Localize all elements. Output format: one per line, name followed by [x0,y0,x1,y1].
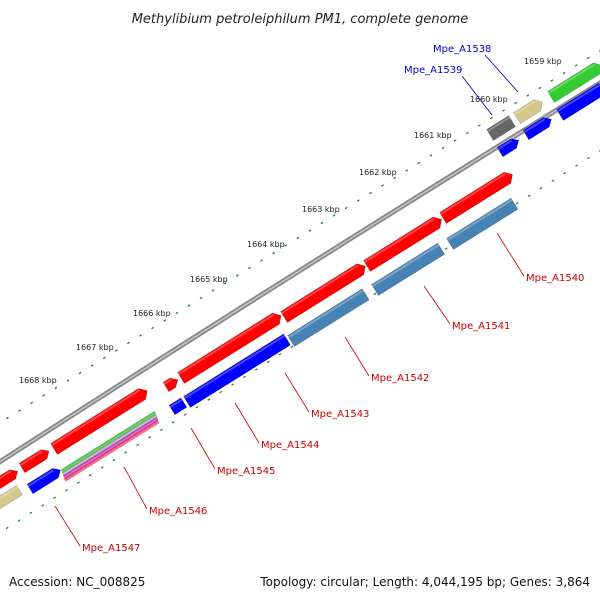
gene-feature-mpe-a1540-lower[interactable] [446,197,519,250]
gene-feature-multicolor-pink[interactable] [63,419,160,482]
gene-feature-mpe-a1542-lower[interactable] [287,288,370,347]
connector-layer [54,54,525,547]
gene-feature-mpe-a1538[interactable] [513,99,543,124]
label-connector-line [123,466,148,510]
kbp-label: 1666 kbp [133,309,171,318]
gene-feature-mpe-a1539[interactable] [486,115,516,141]
gene-label-mpe-a1539[interactable]: Mpe_A1539 [404,65,462,76]
gene-feature-mpe-a1545[interactable] [50,388,148,455]
gene-feature-mpe-a1540[interactable] [439,171,513,224]
gene-label-mpe-a1542[interactable]: Mpe_A1542 [371,373,429,384]
gene-label-mpe-a1547[interactable]: Mpe_A1547 [82,543,140,554]
label-connector-line [284,372,310,413]
label-connector-line [461,75,493,116]
kbp-label: 1665 kbp [190,275,228,284]
label-connector-line [484,54,519,93]
gene-feature-mpe-a1546-upper[interactable] [18,449,50,474]
gene-feature-multicolor-green[interactable] [60,410,157,473]
label-connector-line [344,336,370,377]
kbp-label: 1663 kbp [302,205,340,214]
gene-feature-multicolor-gray[interactable] [61,413,158,476]
kbp-label: 1662 kbp [359,168,397,177]
label-connector-line [234,402,260,444]
gene-feature-mpe-a1543-lower[interactable] [183,333,291,408]
feature-layer [0,62,600,510]
gene-label-mpe-a1544[interactable]: Mpe_A1544 [261,440,319,451]
gene-feature-mpe-a1547[interactable] [0,469,19,491]
gene-feature-mpe-a1542[interactable] [280,263,366,323]
gene-feature-multicolor-magenta[interactable] [62,416,159,479]
gene-label-mpe-a1545[interactable]: Mpe_A1545 [217,466,275,477]
gene-label-mpe-a1540[interactable]: Mpe_A1540 [526,273,584,284]
accession-text: Accession: NC_008825 [9,575,145,589]
gene-feature-mpe-a1543[interactable] [177,312,282,384]
label-connector-line [423,285,451,325]
kbp-label: 1667 kbp [76,343,114,352]
genome-backbone-inner [0,82,600,463]
gene-feature-top-blue[interactable] [556,82,600,121]
gene-feature-mpe-a1539-lower[interactable] [496,138,520,158]
gene-feature-mpe-a1546-blue[interactable] [26,468,61,495]
genome-title: Methylibium petroleiphilum PM1, complete… [132,12,469,27]
kbp-label: 1668 kbp [19,376,57,385]
kbp-label: 1660 kbp [470,95,508,104]
label-connector-line [190,427,216,470]
gene-feature-mpe-a1544-upper[interactable] [162,377,179,393]
gene-feature-mpe-a1541[interactable] [363,216,442,272]
gene-feature-mpe-a1541-lower[interactable] [371,242,446,296]
kbp-label: 1664 kbp [247,240,285,249]
gene-feature-mpe-a1538-lower[interactable] [522,117,552,141]
genome-summary-text: Topology: circular; Length: 4,044,195 bp… [259,575,590,589]
gene-feature-mpe-a1544-lower[interactable] [168,397,188,416]
gene-label-mpe-a1543[interactable]: Mpe_A1543 [311,409,369,420]
genome-backbone [0,80,600,465]
gene-label-mpe-a1546[interactable]: Mpe_A1546 [149,506,207,517]
outer-tick-line [5,50,600,420]
label-connector-line [54,505,81,547]
gene-label-mpe-a1541[interactable]: Mpe_A1541 [452,321,510,332]
label-connector-line [496,232,525,277]
gene-label-mpe-a1538[interactable]: Mpe_A1538 [433,44,491,55]
gene-feature-top-green[interactable] [547,62,600,103]
gene-feature-mpe-a1547-lower[interactable] [0,484,23,510]
kbp-label: 1661 kbp [414,131,452,140]
kbp-label: 1659 kbp [524,57,562,66]
